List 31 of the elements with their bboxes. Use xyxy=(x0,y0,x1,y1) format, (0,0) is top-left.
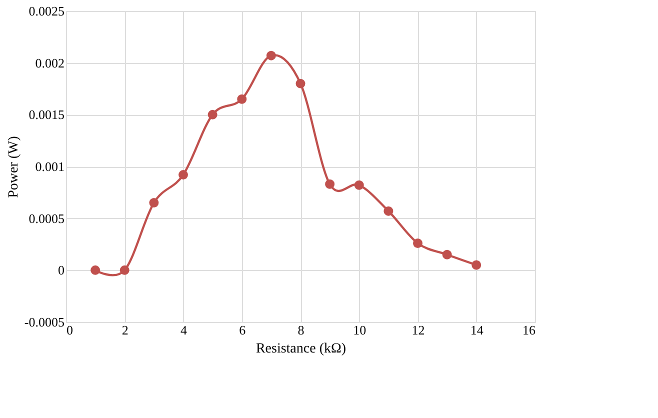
point xyxy=(296,78,306,88)
y-tick-label: 0.0015 xyxy=(28,107,64,122)
y-tick-label: 0.0005 xyxy=(28,210,64,226)
y-tick-label: 0 xyxy=(58,262,64,278)
x-tick-label: 6 xyxy=(239,322,246,338)
point xyxy=(266,50,276,60)
point xyxy=(442,250,452,260)
x-tick-label: 12 xyxy=(412,322,425,338)
x-tick-label: 16 xyxy=(522,322,536,338)
point xyxy=(208,110,218,120)
y-tick-label: 0.002 xyxy=(35,55,64,70)
x-tick-label: 10 xyxy=(353,322,366,338)
x-tick-label: 8 xyxy=(298,322,304,338)
y-tick-label: -0.0005 xyxy=(24,314,64,330)
y-tick-label: 0.0025 xyxy=(28,4,64,18)
x-tick-label: 4 xyxy=(180,322,188,338)
point xyxy=(178,170,188,180)
point xyxy=(472,260,482,270)
y-tick-label: 0.001 xyxy=(35,159,64,174)
point xyxy=(90,265,100,275)
point xyxy=(384,206,394,216)
x-tick-label: 14 xyxy=(470,322,484,338)
x-tick-label: 2 xyxy=(122,322,128,338)
point xyxy=(237,94,247,104)
point xyxy=(149,198,159,208)
point xyxy=(325,179,335,189)
point xyxy=(120,265,130,275)
x-axis-title: Resistance (kΩ) xyxy=(256,342,346,356)
y-axis-title: Power (W) xyxy=(6,136,22,198)
point xyxy=(354,180,364,190)
point xyxy=(413,238,422,248)
